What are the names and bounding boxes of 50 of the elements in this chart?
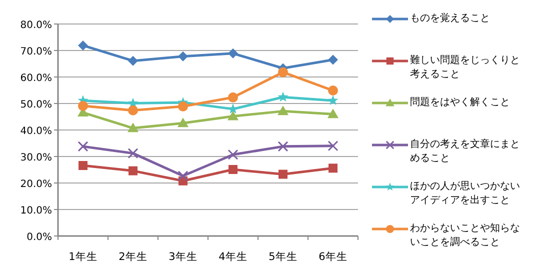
x-tick-label: 3年生 — [168, 250, 198, 263]
legend-label: ほかの人が思いつかないアイディアを出すこと — [410, 180, 521, 208]
point — [178, 51, 188, 62]
y-tick-label: 20.0% — [20, 179, 52, 190]
point — [278, 141, 288, 152]
legend-label: わからないことや知らないことを調べること — [410, 222, 521, 250]
point — [128, 166, 138, 176]
point — [328, 140, 338, 152]
y-tick-label: 50.0% — [20, 100, 52, 110]
point — [78, 141, 88, 152]
legend-label: 自分の考えを文章にまとめること — [410, 138, 521, 166]
point — [78, 161, 88, 170]
point — [78, 40, 88, 50]
point — [228, 92, 238, 102]
legend-label: 問題をはやく解くこと — [410, 96, 511, 110]
point — [178, 101, 188, 112]
y-tick-label: 70.0% — [20, 46, 52, 58]
point — [278, 106, 288, 116]
legend-label: ものを覚えること — [410, 12, 491, 26]
x-tick-label: 6年生 — [318, 250, 348, 263]
point — [128, 105, 138, 116]
y-tick-label: 80.0% — [20, 20, 52, 31]
point — [128, 122, 138, 132]
point — [328, 86, 338, 96]
point — [178, 118, 188, 128]
point — [278, 67, 288, 78]
point — [328, 164, 338, 173]
legend-label: 難しい問題をじっくりと考えること — [410, 54, 521, 82]
y-tick-label: 60.0% — [20, 73, 52, 84]
y-tick-label: 30.0% — [20, 152, 52, 164]
point — [228, 48, 238, 58]
x-tick-label: 5年生 — [268, 250, 298, 263]
y-tick-label: 10.0% — [20, 206, 52, 216]
y-tick-label: 40.0% — [20, 126, 52, 137]
point — [228, 164, 238, 174]
point — [328, 108, 338, 118]
point — [78, 100, 88, 111]
point — [228, 149, 238, 160]
point — [128, 56, 138, 66]
point — [228, 110, 238, 120]
point — [328, 95, 338, 106]
point — [128, 148, 138, 159]
x-tick-label: 1年生 — [68, 250, 98, 263]
x-tick-label: 4年生 — [218, 250, 248, 263]
x-tick-label: 2年生 — [118, 250, 148, 263]
point — [328, 54, 338, 65]
point — [278, 92, 288, 102]
point — [278, 170, 288, 179]
point — [178, 170, 188, 182]
y-tick-label: 0.0% — [26, 232, 52, 243]
